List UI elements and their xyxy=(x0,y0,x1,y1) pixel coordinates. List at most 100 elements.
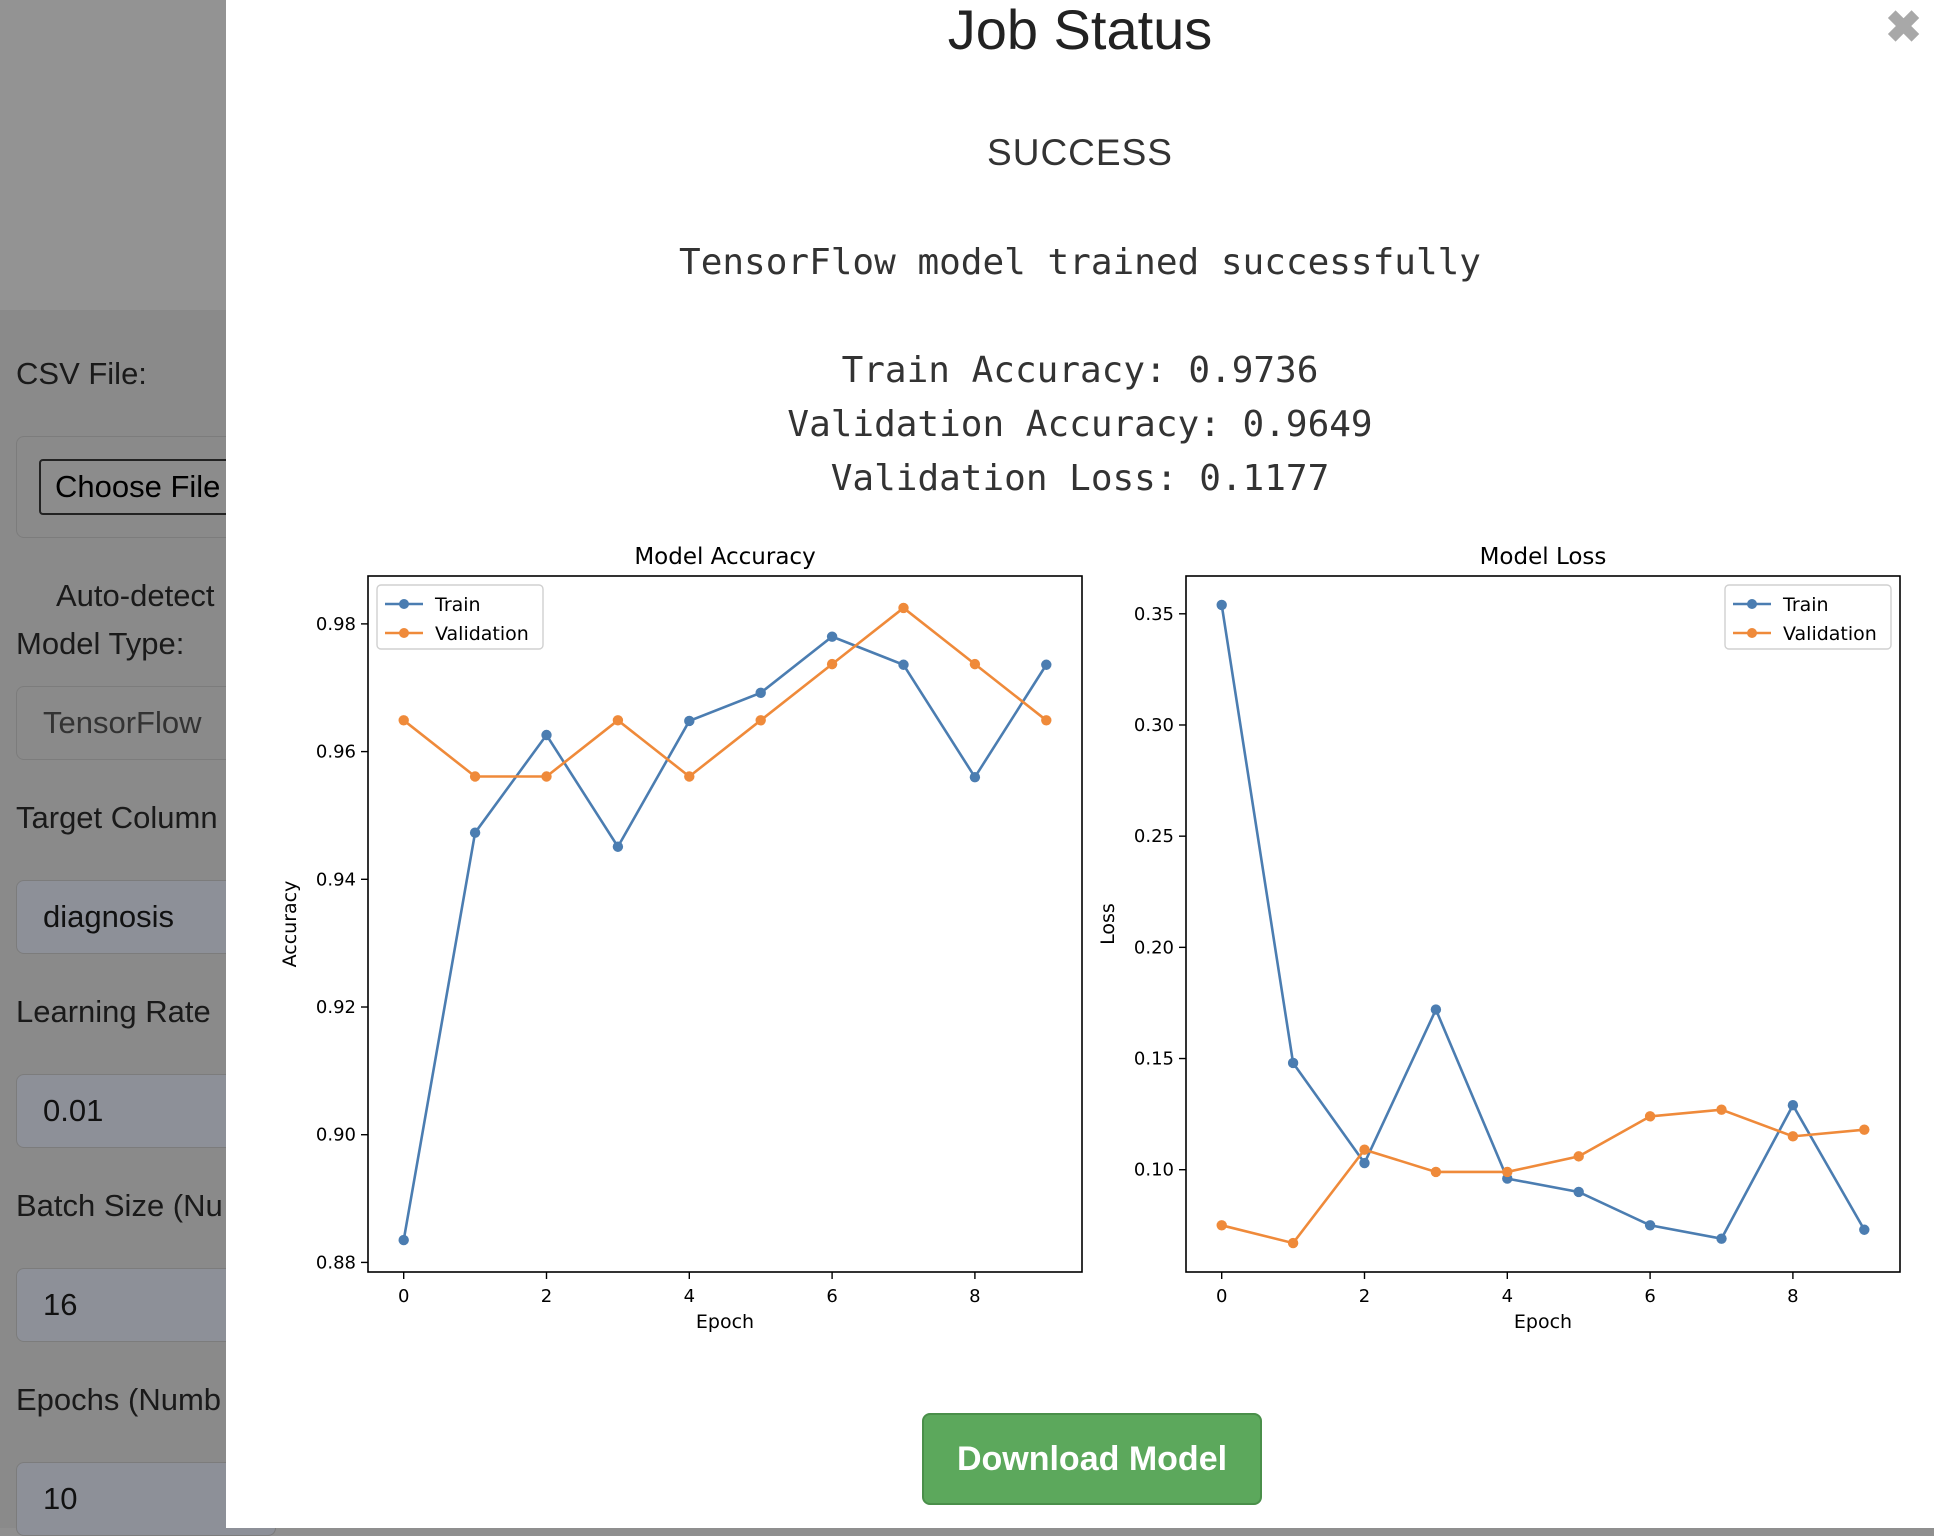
y-tick-label: 0.90 xyxy=(316,1125,356,1146)
validation-loss-text: Validation Loss: 0.1177 xyxy=(830,458,1330,499)
data-point-train xyxy=(1287,1057,1299,1069)
data-point-train xyxy=(1430,1004,1442,1015)
model-type-label: Model Type: xyxy=(16,626,185,661)
axes-frame xyxy=(367,575,1083,1273)
x-tick-label: 4 xyxy=(684,1286,695,1307)
csv-file-label: CSV File: xyxy=(16,356,147,391)
chart-legend: Train Validation xyxy=(376,584,544,650)
x-tick-label: 8 xyxy=(1787,1286,1798,1307)
data-point-validation xyxy=(898,602,909,614)
legend-marker xyxy=(399,628,409,638)
data-point-validation xyxy=(1859,1124,1870,1135)
data-point-train xyxy=(1644,1220,1656,1231)
batch-size-label: Batch Size (Nu xyxy=(16,1188,223,1223)
x-tick-label: 2 xyxy=(1359,1286,1370,1307)
data-point-train xyxy=(969,771,981,783)
epochs-label: Epochs (Numb xyxy=(16,1382,222,1417)
x-axis-label: Epoch xyxy=(1514,1311,1572,1333)
data-point-validation xyxy=(1430,1166,1442,1178)
data-point-train xyxy=(469,827,481,838)
series-line-train xyxy=(402,635,1048,1241)
data-point-train xyxy=(1859,1224,1870,1235)
legend-label: Validation xyxy=(435,623,529,645)
job-status-modal: Job Status ✖ SUCCESS TensorFlow model tr… xyxy=(226,0,1934,1528)
data-point-validation xyxy=(1716,1104,1727,1115)
series-line-validation xyxy=(402,606,1048,779)
data-point-validation xyxy=(1644,1111,1656,1122)
legend-marker xyxy=(1747,628,1757,638)
data-point-train xyxy=(398,1234,409,1246)
download-model-button[interactable]: Download Model xyxy=(922,1413,1262,1505)
data-point-validation xyxy=(398,715,409,726)
data-point-train xyxy=(1787,1100,1799,1111)
data-point-train xyxy=(1359,1157,1370,1169)
chart-legend: Train Validation xyxy=(1724,584,1892,650)
modal-title: Job Status xyxy=(947,0,1213,61)
data-point-validation xyxy=(1216,1220,1227,1231)
data-point-train xyxy=(541,729,552,741)
training-plots-svg: Model Accuracy 0 2 4 6 8 0.88 0.90 0.92 0.94 0.96 0… xyxy=(279,544,1901,1333)
data-point-train xyxy=(826,631,838,642)
y-tick-label: 0.10 xyxy=(1134,1160,1174,1181)
result-output: TensorFlow model trained successfully Tr… xyxy=(226,236,1934,506)
data-point-train xyxy=(684,715,695,727)
choose-file-button[interactable]: Choose File xyxy=(39,459,237,515)
series-line-validation xyxy=(1221,1108,1865,1245)
data-point-train xyxy=(755,687,766,699)
validation-accuracy-text: Validation Accuracy: 0.9649 xyxy=(787,404,1373,445)
data-point-validation xyxy=(755,715,766,726)
data-point-validation xyxy=(1041,715,1052,726)
legend-label: Train xyxy=(1782,594,1829,616)
chart-0: Model Accuracy 0 2 4 6 8 0.88 0.90 0.92 0.94 0.96 0… xyxy=(279,544,1083,1333)
x-tick-label: 0 xyxy=(398,1286,409,1307)
y-tick-label: 0.15 xyxy=(1134,1049,1174,1070)
x-tick-label: 8 xyxy=(969,1286,980,1307)
training-plots: Model Accuracy 0 2 4 6 8 0.88 0.90 0.92 0.94 0.96 0… xyxy=(256,534,1934,1354)
legend-marker xyxy=(399,599,409,609)
y-tick-label: 0.98 xyxy=(316,614,356,635)
x-tick-label: 6 xyxy=(826,1286,837,1307)
x-tick-label: 2 xyxy=(541,1286,552,1307)
y-axis-label: Loss xyxy=(1097,903,1119,945)
y-axis-label: Accuracy xyxy=(279,881,301,968)
axes-frame xyxy=(1185,575,1901,1273)
data-point-validation xyxy=(969,658,981,670)
y-tick-label: 0.96 xyxy=(316,742,356,763)
status-text: SUCCESS xyxy=(987,132,1173,173)
data-point-validation xyxy=(541,771,552,782)
data-point-validation xyxy=(1573,1151,1584,1162)
x-axis-label: Epoch xyxy=(696,1311,754,1333)
y-tick-label: 0.88 xyxy=(316,1252,356,1273)
data-point-validation xyxy=(826,658,838,670)
y-tick-label: 0.92 xyxy=(316,997,356,1018)
x-tick-label: 6 xyxy=(1644,1286,1655,1307)
y-tick-label: 0.94 xyxy=(316,869,356,890)
data-point-validation xyxy=(1359,1144,1370,1155)
data-point-train xyxy=(1716,1233,1727,1244)
data-point-train xyxy=(1041,659,1052,670)
legend-marker xyxy=(1747,599,1757,609)
data-point-train xyxy=(1216,599,1227,611)
result-message: TensorFlow model trained successfully xyxy=(679,242,1481,283)
y-tick-label: 0.20 xyxy=(1134,937,1174,958)
series-line-train xyxy=(1220,604,1866,1241)
auto-detect-label: Auto-detect xyxy=(56,578,215,613)
data-point-train xyxy=(612,841,624,852)
data-point-validation xyxy=(684,771,695,782)
chart-1: Model Loss 0 2 4 6 8 0.10 0.15 0.20 0.25 0.30 0.35 E… xyxy=(1097,544,1901,1333)
chart-title: Model Accuracy xyxy=(634,544,815,570)
legend-label: Validation xyxy=(1783,623,1877,645)
data-point-validation xyxy=(469,771,481,782)
y-tick-label: 0.30 xyxy=(1134,715,1174,736)
legend-label: Train xyxy=(434,594,481,616)
target-column-label: Target Column xyxy=(16,800,218,835)
x-tick-label: 0 xyxy=(1216,1286,1227,1307)
data-point-validation xyxy=(612,715,624,726)
close-icon[interactable]: ✖ xyxy=(1885,3,1922,52)
chart-title: Model Loss xyxy=(1480,544,1607,570)
data-point-validation xyxy=(1287,1237,1299,1249)
data-point-validation xyxy=(1502,1166,1513,1178)
data-point-validation xyxy=(1787,1131,1799,1142)
y-tick-label: 0.35 xyxy=(1134,604,1174,625)
train-accuracy-text: Train Accuracy: 0.9736 xyxy=(841,350,1319,391)
